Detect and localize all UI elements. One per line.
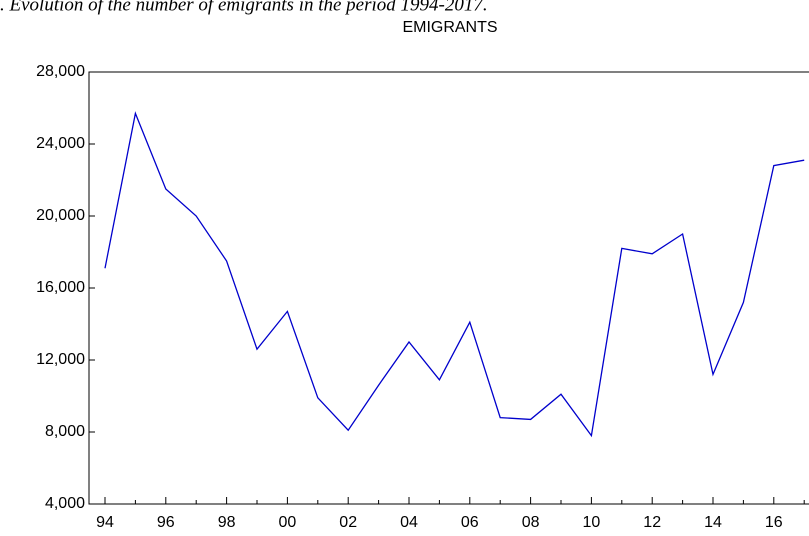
x-tick-label: 14 <box>704 514 722 531</box>
plot-frame <box>88 71 809 505</box>
caption: . Evolution of the number of emigrants i… <box>0 0 488 15</box>
x-tick-label: 00 <box>279 514 297 531</box>
y-tick-label: 16,000 <box>36 279 85 296</box>
y-tick-label: 4,000 <box>45 495 85 512</box>
x-tick-label: 12 <box>643 514 661 531</box>
x-tick-label: 10 <box>583 514 601 531</box>
line-series <box>104 111 805 438</box>
y-tick-label: 12,000 <box>36 351 85 368</box>
x-tick-label: 16 <box>765 514 783 531</box>
x-tick-label: 04 <box>400 514 418 531</box>
y-tick-label: 20,000 <box>36 207 85 224</box>
x-tick-label: 08 <box>522 514 540 531</box>
x-tick-label: 94 <box>96 514 114 531</box>
x-tick-label: 98 <box>218 514 236 531</box>
chart-title: EMIGRANTS <box>402 19 497 36</box>
y-tick-label: 24,000 <box>36 135 85 152</box>
y-tick-label: 8,000 <box>45 423 85 440</box>
x-tick-label: 02 <box>339 514 357 531</box>
y-tick-label: 28,000 <box>36 63 85 80</box>
x-tick-label: 96 <box>157 514 175 531</box>
x-tick-label: 06 <box>461 514 479 531</box>
